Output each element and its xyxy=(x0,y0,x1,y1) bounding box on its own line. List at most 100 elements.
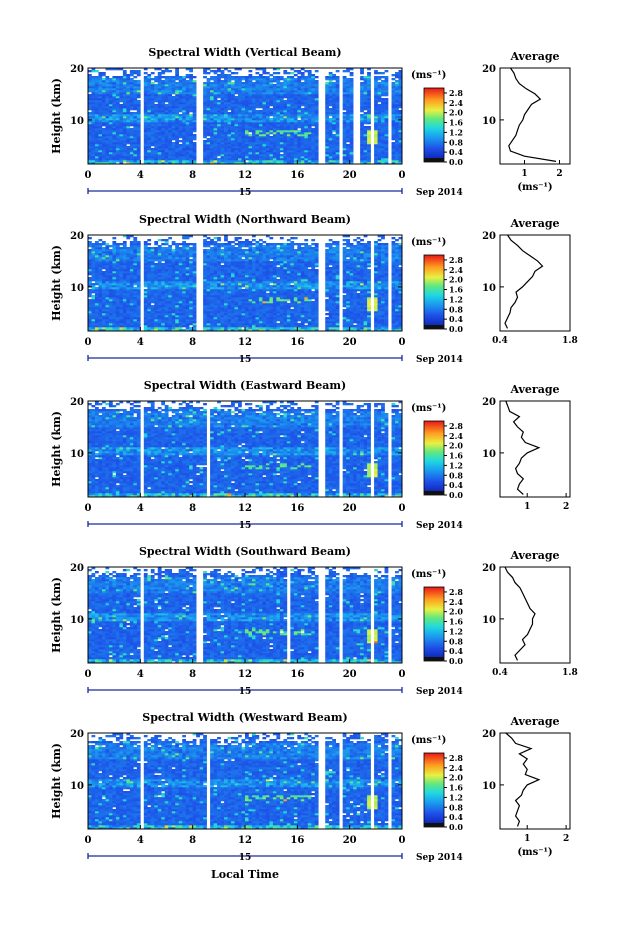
heatmap-cell xyxy=(241,104,246,107)
heatmap-cell xyxy=(129,128,134,131)
heatmap-cell xyxy=(262,82,267,85)
heatmap-cell xyxy=(133,299,138,302)
heatmap-cell xyxy=(192,273,197,276)
heatmap-cell xyxy=(398,90,403,93)
heatmap-cell xyxy=(119,124,124,127)
heatmap-cell xyxy=(384,114,389,117)
heatmap-cell xyxy=(203,148,207,151)
heatmap-cell xyxy=(224,96,228,99)
heatmap-cell xyxy=(248,74,253,77)
heatmap-cell xyxy=(157,309,162,312)
heatmap-cell xyxy=(105,261,110,264)
heatmap-cell xyxy=(88,142,92,145)
heatmap-cell xyxy=(175,116,180,119)
heatmap-cell xyxy=(88,114,92,117)
heatmap-cell xyxy=(227,78,232,81)
heatmap-cell xyxy=(381,118,385,121)
heatmap-cell xyxy=(168,126,173,129)
heatmap-cell xyxy=(328,128,333,131)
heatmap-cell xyxy=(213,126,218,129)
heatmap-cell xyxy=(122,275,127,278)
heatmap-cell xyxy=(178,299,183,302)
heatmap-cell xyxy=(136,247,141,250)
heatmap-cell xyxy=(349,92,354,95)
heatmap-cell xyxy=(185,307,190,310)
heatmap-cell xyxy=(304,70,309,73)
heatmap-cell xyxy=(171,78,176,81)
heatmap-cell xyxy=(147,325,152,328)
heatmap-cell xyxy=(314,82,319,85)
heatmap-cell xyxy=(286,106,291,109)
heatmap-cell xyxy=(307,118,312,121)
heatmap-cell xyxy=(150,269,155,272)
heatmap-cell xyxy=(391,124,396,127)
heatmap-cell xyxy=(314,160,319,163)
heatmap-cell xyxy=(367,134,371,137)
heatmap-cell xyxy=(143,243,148,246)
heatmap-cell xyxy=(147,152,152,155)
heatmap-cell xyxy=(119,265,124,268)
heatmap-cell xyxy=(161,128,166,131)
heatmap-cell xyxy=(143,251,148,254)
heatmap-cell xyxy=(363,86,368,89)
heatmap-cell xyxy=(88,329,92,332)
heatmap-cell xyxy=(182,245,186,248)
heatmap-cell xyxy=(150,144,155,147)
heatmap-cell xyxy=(367,108,371,111)
heatmap-cell xyxy=(276,110,281,113)
heatmap-cell xyxy=(234,142,239,145)
heatmap-cell xyxy=(238,108,242,111)
heatmap-cell xyxy=(238,84,242,87)
heatmap-cell xyxy=(346,96,350,99)
heatmap-cell xyxy=(262,70,267,73)
heatmap-cell xyxy=(147,281,152,284)
heatmap-cell xyxy=(94,261,99,264)
heatmap-cell xyxy=(98,162,103,165)
heatmap-cell xyxy=(283,146,288,149)
heatmap-cell xyxy=(105,321,110,324)
heatmap-cell xyxy=(91,86,96,89)
heatmap-cell xyxy=(213,144,218,147)
heatmap-cell xyxy=(171,122,176,125)
heatmap-cell xyxy=(203,299,207,302)
heatmap-cell xyxy=(185,315,190,318)
heatmap-cell xyxy=(307,160,312,163)
heatmap-cell xyxy=(122,134,127,137)
heatmap-cell xyxy=(122,118,127,121)
heatmap-cell xyxy=(119,108,124,111)
heatmap-cell xyxy=(304,96,309,99)
heatmap-cell xyxy=(231,162,235,165)
heatmap-cell xyxy=(129,70,134,73)
heatmap-cell xyxy=(147,287,152,290)
heatmap-cell xyxy=(398,140,403,143)
heatmap-cell xyxy=(245,118,249,121)
heatmap-cell xyxy=(203,255,207,258)
heatmap-cell xyxy=(224,136,228,139)
heatmap-cell xyxy=(203,72,207,75)
heatmap-cell xyxy=(377,146,382,149)
heatmap-cell xyxy=(143,116,148,119)
heatmap-cell xyxy=(192,253,197,256)
heatmap-cell xyxy=(171,281,176,284)
heatmap-cell xyxy=(213,134,218,137)
heatmap-cell xyxy=(224,126,228,129)
heatmap-cell xyxy=(227,160,232,163)
heatmap-cell xyxy=(251,142,256,145)
heatmap-cell xyxy=(150,152,155,155)
heatmap-cell xyxy=(115,108,120,111)
heatmap-cell xyxy=(360,124,364,127)
heatmap-cell xyxy=(332,134,337,137)
heatmap-cell xyxy=(314,118,319,121)
heatmap-cell xyxy=(136,138,141,141)
heatmap-cell xyxy=(265,130,270,133)
heatmap-cell xyxy=(161,148,166,151)
heatmap-cell xyxy=(210,148,214,151)
heatmap-cell xyxy=(136,275,141,278)
heatmap-cell xyxy=(265,106,270,109)
heatmap-cell xyxy=(262,98,267,101)
heatmap-cell xyxy=(143,253,148,256)
heatmap-cell xyxy=(279,90,284,93)
heatmap-cell xyxy=(101,118,106,121)
heatmap-cell xyxy=(279,122,284,125)
heatmap-cell xyxy=(161,110,166,113)
